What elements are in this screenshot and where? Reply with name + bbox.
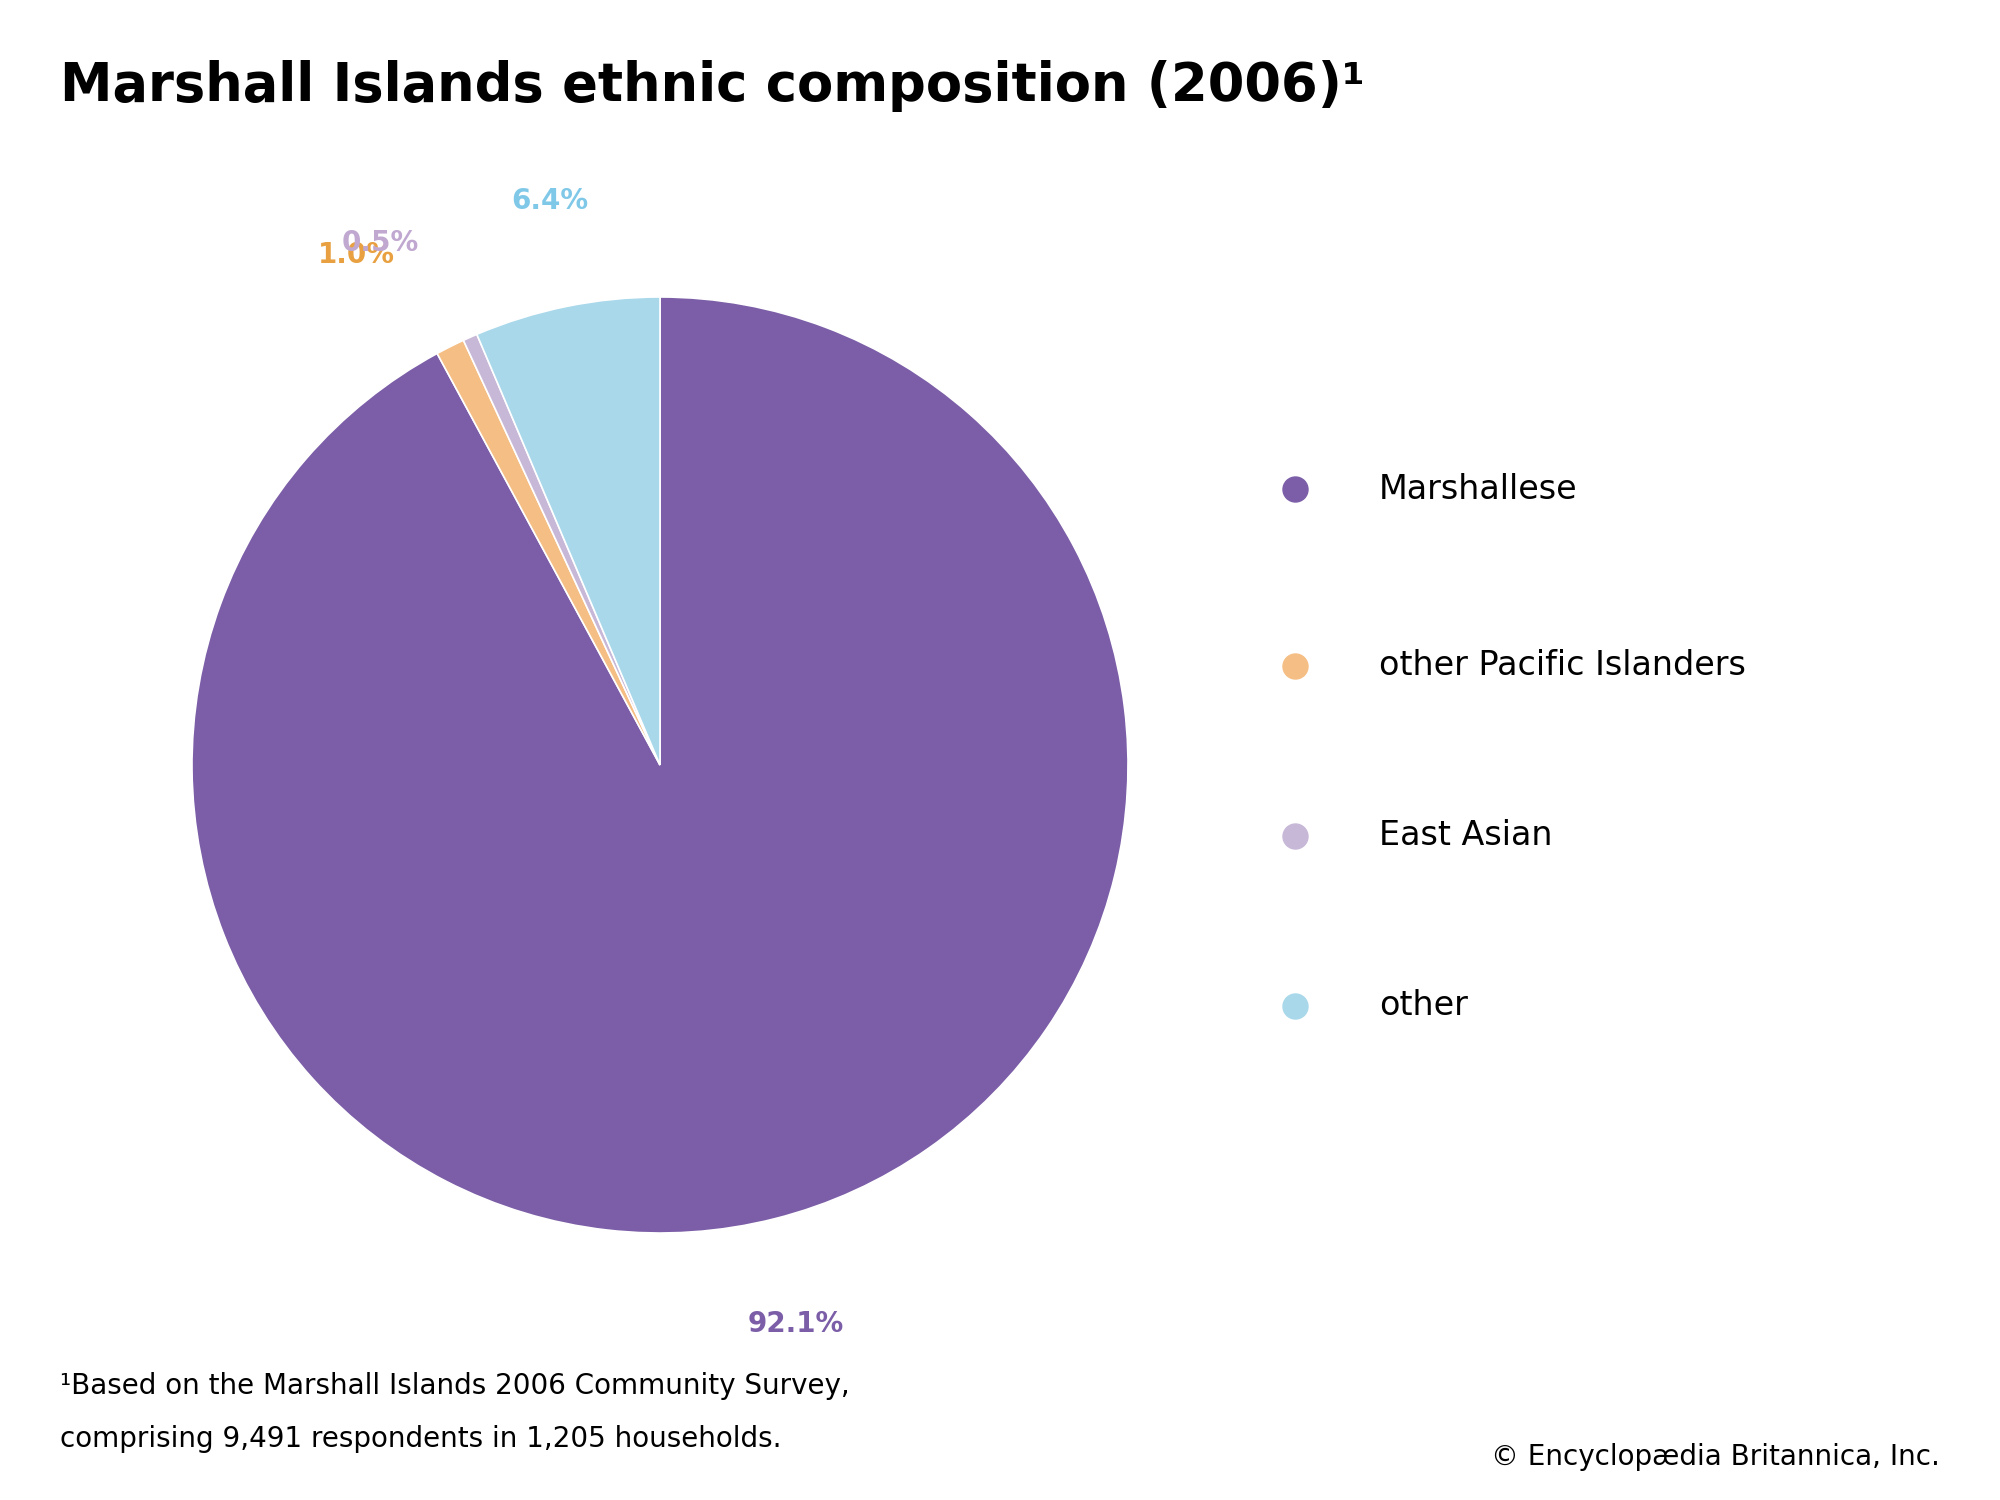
- Wedge shape: [438, 340, 660, 765]
- Text: comprising 9,491 respondents in 1,205 households.: comprising 9,491 respondents in 1,205 ho…: [60, 1425, 782, 1454]
- Text: Marshall Islands ethnic composition (2006)¹: Marshall Islands ethnic composition (200…: [60, 60, 1364, 112]
- Text: Marshallese: Marshallese: [1380, 472, 1578, 506]
- Text: 1.0%: 1.0%: [318, 240, 394, 268]
- Text: 0.5%: 0.5%: [342, 230, 418, 256]
- Text: ¹Based on the Marshall Islands 2006 Community Survey,: ¹Based on the Marshall Islands 2006 Comm…: [60, 1372, 850, 1401]
- Text: © Encyclopædia Britannica, Inc.: © Encyclopædia Britannica, Inc.: [1492, 1443, 1940, 1472]
- Text: other Pacific Islanders: other Pacific Islanders: [1380, 650, 1746, 682]
- Wedge shape: [476, 297, 660, 765]
- Text: other: other: [1380, 990, 1468, 1023]
- Text: 92.1%: 92.1%: [748, 1310, 844, 1338]
- Text: East Asian: East Asian: [1380, 819, 1552, 852]
- Wedge shape: [464, 334, 660, 765]
- Text: 6.4%: 6.4%: [512, 186, 588, 214]
- Wedge shape: [192, 297, 1128, 1233]
